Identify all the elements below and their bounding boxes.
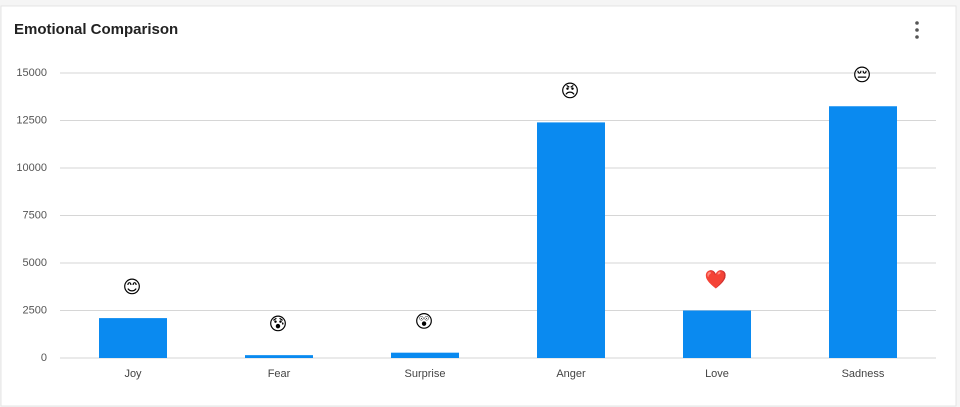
emoji-label: ❤️ [705,269,728,289]
x-tick-label: Love [705,368,729,380]
bar [537,122,605,359]
bar [99,318,167,358]
menu-button[interactable] [915,21,919,39]
y-tick-label: 10000 [16,162,47,174]
y-tick-label: 5000 [23,257,47,269]
y-tick-label: 7500 [23,209,47,221]
bar [683,310,751,358]
x-tick-label: Joy [124,368,142,380]
chart-title: Emotional Comparison [14,21,178,38]
emoji-label: 😠 [561,81,580,101]
bar [245,355,313,358]
x-tick-label: Surprise [405,368,446,380]
y-tick-label: 15000 [16,67,47,79]
y-tick-label: 0 [41,352,47,364]
emoji-label: 😲 [415,311,434,331]
x-tick-label: Sadness [842,368,885,380]
emoji-label: 😰 [269,314,288,334]
y-tick-label: 2500 [23,304,47,316]
bar [829,106,897,358]
emoji-label: 😊 [123,277,142,297]
x-tick-label: Anger [556,368,586,380]
bar [391,352,459,358]
emoji-label: 😔 [853,65,872,85]
x-tick-label: Fear [268,368,291,380]
y-tick-label: 12500 [16,114,47,126]
